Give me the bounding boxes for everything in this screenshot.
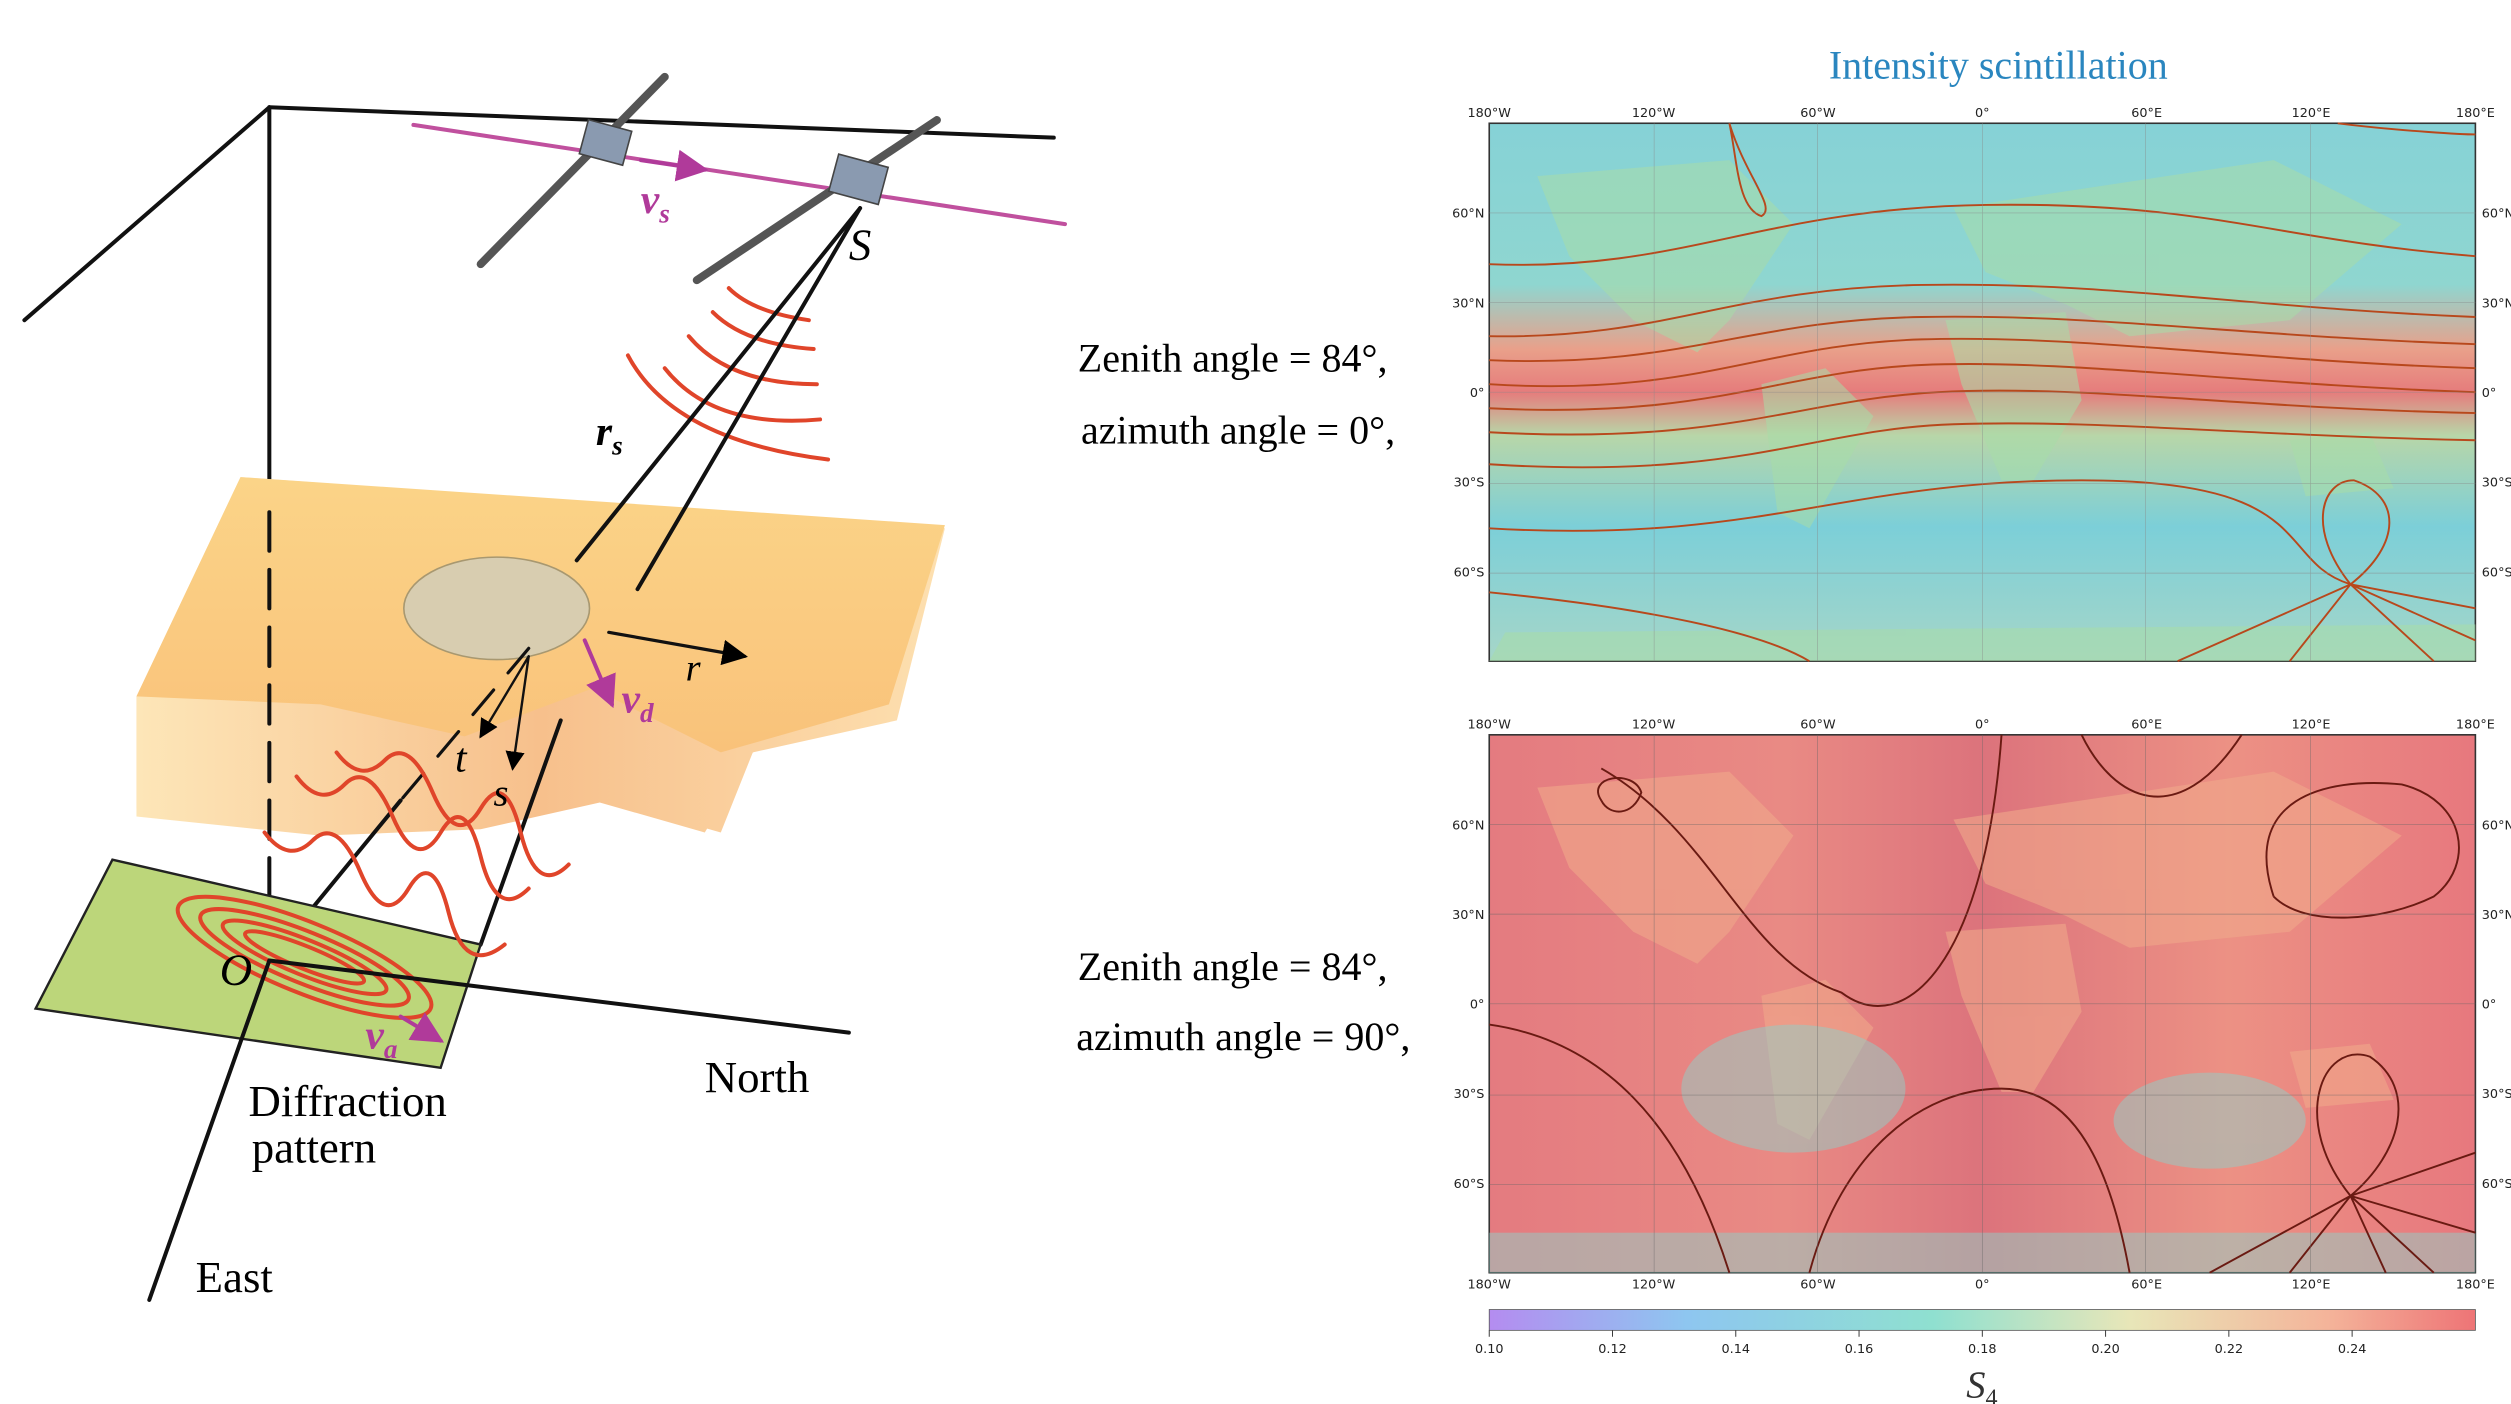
lat-label: 0° [2482,998,2497,1013]
lat-label: 60°S [2482,1177,2511,1192]
symbol: v [622,676,641,722]
diffraction-label: Diffraction [249,1076,447,1126]
lat-label: 60°N [2482,818,2511,833]
lat-label: 0° [1470,386,1485,401]
colorbar-tick-label: 0.20 [2091,1342,2120,1357]
lon-label: 60°E [2131,106,2162,121]
lat-label: 30°S [1454,476,1485,491]
lat-label: 60°N [1452,207,1484,222]
lon-label: 0° [1975,717,1990,732]
lon-label: 60°W [1800,717,1836,732]
lat-label: 30°S [2482,476,2511,491]
north-label: North [705,1052,810,1102]
map-bottom [1489,735,2475,1273]
subscript: s [611,431,623,461]
solar-panel [481,77,665,264]
lon-label: 120°E [2292,106,2331,121]
subscript: 4 [1986,1386,1998,1404]
map-top [1489,123,2475,661]
lat-label: 30°S [1454,1087,1485,1102]
lon-label: 60°E [2131,717,2162,732]
symbol: r [596,409,613,455]
lon-label: 120°W [1632,717,1676,732]
colorbar-tick-label: 0.10 [1475,1342,1504,1357]
irregularity [404,557,590,659]
lon-label: 60°W [1800,1278,1836,1293]
label-O: O [220,945,252,995]
colorbar [1489,1310,2475,1331]
lat-label: 60°N [2482,207,2511,222]
label-r: r [686,647,702,689]
subscript: a [384,1034,398,1064]
panel-azimuth: azimuth angle = 0°, [1081,407,1395,452]
orbit [413,125,1065,224]
symbol: S [1966,1365,1985,1404]
lon-label: 60°E [2131,1278,2162,1293]
symbol: v [365,1013,384,1059]
lat-label: 0° [1470,998,1485,1013]
figure: vs S rs r vd t s O va Diffraction patter… [0,0,2511,1404]
lon-label: 180°E [2456,717,2495,732]
label-rs: rs [596,409,623,461]
colorbar-label: S4 [1966,1365,1997,1404]
label-vs: vs [641,177,670,229]
lat-label: 30°N [1452,908,1484,923]
lon-label: 120°W [1632,1278,1676,1293]
lon-label: 120°E [2292,1278,2331,1293]
frame-line [24,107,269,320]
lon-label: 120°W [1632,106,1676,121]
diagram: vs S rs r vd t s O va Diffraction patter… [24,77,1065,1302]
lon-label: 180°W [1467,106,1511,121]
title: Intensity scintillation [1829,42,2168,87]
panel-zenith: Zenith angle = 84°, [1078,944,1388,989]
colorbar-tick-label: 0.14 [1722,1342,1751,1357]
lon-label: 180°E [2456,1278,2495,1293]
east-label: East [196,1252,274,1302]
label-s: s [493,772,508,814]
colorbar-tick-label: 0.22 [2215,1342,2244,1357]
panel-azimuth: azimuth angle = 90°, [1076,1014,1410,1059]
lat-label: 30°N [2482,296,2511,311]
subscript: s [658,199,670,229]
lat-label: 30°S [2482,1087,2511,1102]
lat-label: 60°S [1454,1177,1485,1192]
subscript: d [640,698,654,728]
lon-label: 120°E [2292,717,2331,732]
lat-label: 30°N [1452,296,1484,311]
diffraction-label: pattern [252,1122,376,1172]
lat-label: 60°S [1454,565,1485,580]
label-S: S [849,219,871,269]
lon-label: 0° [1975,1278,1990,1293]
lon-label: 180°W [1467,717,1511,732]
lon-label: 60°W [1800,106,1836,121]
colorbar-tick-label: 0.16 [1845,1342,1874,1357]
lon-label: 0° [1975,106,1990,121]
lon-label: 180°E [2456,106,2495,121]
lon-label: 180°W [1467,1278,1511,1293]
panel-zenith: Zenith angle = 84°, [1078,335,1388,380]
symbol: v [641,177,660,223]
colorbar-tick-label: 0.18 [1968,1342,1997,1357]
lat-label: 30°N [2482,908,2511,923]
label-t: t [455,736,468,782]
velocity-arrow [641,160,705,170]
lat-label: 60°S [2482,565,2511,580]
colorbar-tick-label: 0.24 [2338,1342,2367,1357]
lat-label: 60°N [1452,818,1484,833]
colorbar-tick-label: 0.12 [1598,1342,1627,1357]
lat-label: 0° [2482,386,2497,401]
